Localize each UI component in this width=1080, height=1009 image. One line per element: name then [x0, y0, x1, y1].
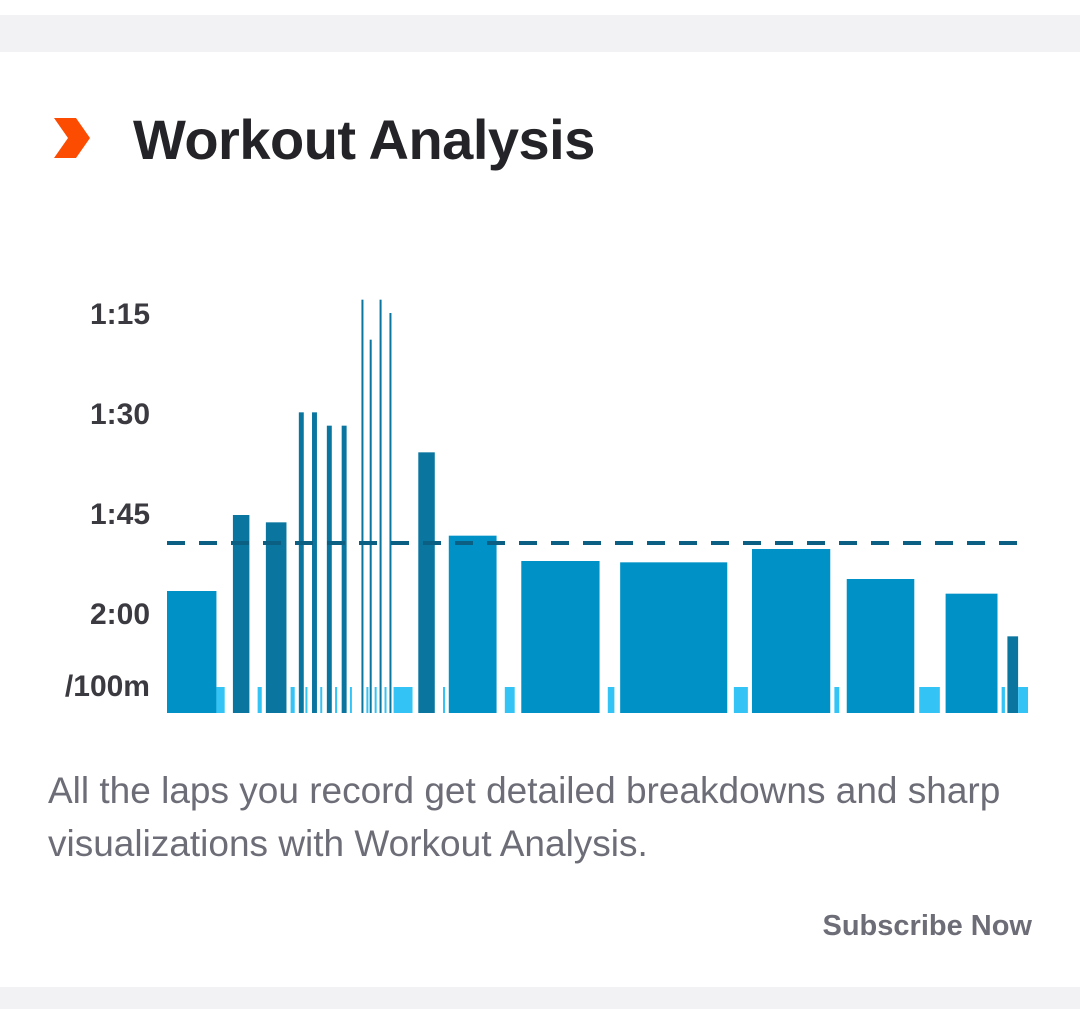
lap-bar — [846, 579, 915, 713]
lap-bar — [369, 339, 372, 713]
rest-interval-bar — [366, 687, 369, 713]
card-title: Workout Analysis — [133, 108, 595, 171]
rest-interval-bar — [290, 687, 295, 713]
rest-interval-bar — [834, 687, 840, 713]
lap-bar — [945, 593, 998, 713]
rest-interval-bar — [1018, 687, 1028, 713]
rest-interval-bar — [1001, 687, 1005, 713]
rest-interval-bar — [257, 687, 262, 713]
lap-bar — [312, 412, 317, 713]
subscribe-now-link[interactable]: Subscribe Now — [822, 910, 1033, 942]
lap-bar — [167, 591, 217, 713]
workout-chart: 1:15 1:30 1:45 2:00/100m — [0, 272, 1080, 752]
lap-bar — [448, 535, 497, 713]
card-description: All the laps you record get detailed bre… — [48, 770, 1001, 864]
lap-bar — [418, 452, 435, 713]
rest-interval-bar — [349, 687, 352, 713]
lap-bar — [620, 562, 728, 713]
rest-interval-bar — [335, 687, 338, 713]
lap-bar — [232, 515, 250, 713]
lap-bar — [379, 299, 382, 713]
rest-interval-bar — [504, 687, 515, 713]
rest-interval-bar — [919, 687, 940, 713]
lap-bar — [265, 522, 287, 713]
rest-interval-bar — [305, 687, 308, 713]
rest-interval-bar — [384, 687, 387, 713]
lap-bar — [389, 313, 392, 713]
rest-interval-bar — [393, 687, 413, 713]
rest-interval-bar — [443, 687, 446, 713]
rest-interval-bar — [216, 687, 225, 713]
lap-bar — [361, 299, 364, 713]
rest-interval-bar — [374, 687, 377, 713]
lap-bar — [521, 561, 600, 713]
rest-interval-bar — [607, 687, 615, 713]
lap-bar — [751, 549, 831, 713]
lap-bar — [341, 425, 347, 713]
lap-bar — [326, 425, 332, 713]
workout-analysis-card: Workout Analysis 1:15 1:30 1:45 2:00/100m A… — [0, 52, 1080, 987]
top-gap — [0, 0, 1080, 15]
chevron-right-icon — [54, 118, 90, 158]
y-tick-label: 1:15 — [90, 298, 150, 331]
y-tick-label: 2:00 — [90, 598, 150, 631]
rest-interval-bar — [320, 687, 323, 713]
lap-bar — [1007, 636, 1019, 713]
pace-chart-svg: 1:15 1:30 1:45 2:00/100m — [65, 298, 1028, 713]
y-tick-label: 1:45 — [90, 498, 150, 531]
rest-interval-bar — [733, 687, 748, 713]
y-unit-label: /100m — [65, 670, 150, 703]
lap-bar — [298, 412, 304, 713]
y-tick-label: 1:30 — [90, 398, 150, 431]
